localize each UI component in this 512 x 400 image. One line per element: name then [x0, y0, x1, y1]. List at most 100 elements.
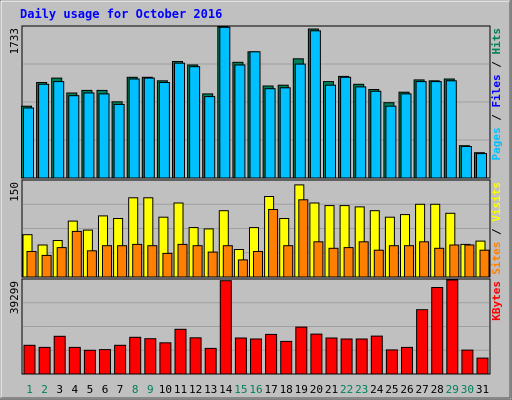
x-tick-label: 29	[446, 383, 459, 396]
bar-sites-day-17	[268, 209, 279, 278]
x-tick-label: 1	[26, 383, 33, 396]
bar-kbytes-day-7	[114, 344, 127, 375]
bar-kbytes-day-4	[68, 346, 81, 375]
x-tick-label: 26	[400, 383, 413, 396]
x-tick-label: 18	[280, 383, 293, 396]
panel-requests: 1733 Pages / Files / Hits	[8, 25, 503, 179]
legend-separator: /	[490, 222, 503, 242]
bar-kbytes-day-25	[385, 349, 398, 375]
bar-sites-day-22	[343, 247, 354, 278]
x-tick-label: 3	[56, 383, 63, 396]
bar-sites-day-24	[373, 249, 384, 278]
bar-kbytes-day-30	[461, 349, 474, 375]
bar-kbytes-day-13	[204, 347, 217, 375]
bar-sites-day-15	[237, 259, 248, 278]
bar-kbytes-day-15	[234, 337, 247, 375]
x-axis-day-labels: 1 2 3 4 5 6 7 8 9 10 11 12 13 14 15 16 17 18 19 20 21 22 23 24 2…	[26, 383, 489, 396]
bar-sites-day-3	[56, 247, 67, 278]
bar-kbytes-day-14	[219, 280, 232, 375]
bar-files-day-8	[128, 78, 140, 179]
bar-sites-day-21	[328, 247, 339, 278]
bar-kbytes-day-16	[250, 338, 262, 375]
bar-kbytes-day-5	[83, 349, 96, 375]
bar-sites-day-8	[132, 243, 143, 278]
bar-kbytes-day-26	[401, 346, 413, 375]
panel-visitors: 150 Sites / Visits	[8, 179, 503, 278]
bar-files-day-27	[415, 81, 427, 179]
bar-files-day-17	[264, 88, 276, 179]
x-tick-label: 22	[340, 383, 353, 396]
x-tick-label: 21	[325, 383, 338, 396]
bar-files-day-11	[174, 62, 185, 179]
bar-kbytes-day-29	[446, 279, 459, 375]
bar-sites-day-2	[41, 254, 52, 278]
x-tick-label: 14	[219, 383, 233, 396]
x-tick-label: 25	[385, 383, 398, 396]
bar-files-day-29	[445, 80, 457, 179]
bar-sites-day-12	[192, 245, 203, 278]
bar-kbytes-day-9	[144, 338, 157, 375]
x-tick-label: 19	[295, 383, 308, 396]
bar-kbytes-day-12	[189, 337, 202, 375]
bar-kbytes-day-11	[174, 328, 187, 375]
panel-requests-ymax-label: 1733	[8, 28, 21, 55]
x-tick-label: 13	[204, 383, 217, 396]
bar-files-day-23	[355, 86, 367, 179]
x-tick-label: 23	[355, 383, 368, 396]
x-tick-label: 6	[102, 383, 109, 396]
x-tick-label: 11	[174, 383, 187, 396]
bar-kbytes-day-23	[355, 338, 368, 375]
bar-kbytes-day-2	[38, 346, 51, 375]
legend-entry-sites: Sites	[490, 242, 503, 275]
bar-sites-day-1	[26, 251, 37, 278]
bar-kbytes-day-3	[53, 335, 66, 375]
bar-sites-day-11	[177, 243, 188, 278]
x-tick-label: 2	[41, 383, 48, 396]
bar-files-day-21	[325, 84, 336, 179]
bar-files-day-18	[279, 87, 291, 179]
x-tick-label: 9	[147, 383, 154, 396]
bar-sites-day-13	[207, 251, 218, 278]
bar-sites-day-27	[419, 241, 430, 278]
x-tick-label: 15	[234, 383, 247, 396]
bar-kbytes-day-28	[431, 287, 444, 375]
bar-files-day-26	[400, 93, 412, 179]
bar-kbytes-day-19	[295, 326, 308, 375]
bar-files-day-3	[53, 81, 65, 179]
bar-kbytes-day-27	[416, 309, 429, 375]
x-tick-label: 8	[132, 383, 139, 396]
panel-requests-legend: Pages / Files / Hits	[490, 28, 503, 161]
x-tick-label: 27	[415, 383, 428, 396]
legend-entry-visits: Visits	[490, 182, 503, 222]
legend-separator: /	[490, 55, 503, 75]
bar-kbytes-day-10	[159, 342, 172, 375]
bar-files-day-12	[189, 66, 201, 179]
bar-files-day-30	[460, 146, 472, 179]
x-tick-label: 20	[310, 383, 323, 396]
legend-separator: /	[490, 108, 503, 128]
bar-sites-day-23	[358, 241, 369, 278]
panel-kbytes-ymax-label: 39299	[8, 281, 21, 314]
bar-files-day-25	[385, 105, 397, 179]
x-tick-label: 16	[249, 383, 262, 396]
bar-files-day-5	[83, 92, 95, 179]
bar-files-day-13	[204, 96, 216, 179]
legend-entry-pages: Pages	[490, 127, 503, 160]
bar-files-day-15	[234, 64, 246, 179]
bar-sites-day-19	[298, 199, 309, 278]
bar-files-day-16	[249, 51, 261, 179]
legend-entry-kbytes: KBytes	[490, 281, 503, 321]
bar-files-day-24	[370, 90, 382, 179]
bar-files-day-4	[68, 95, 80, 179]
bar-sites-day-14	[222, 245, 233, 278]
bar-sites-day-5	[86, 250, 97, 278]
bar-sites-day-30	[464, 244, 475, 278]
bar-sites-day-4	[71, 230, 82, 278]
bar-files-day-28	[430, 81, 442, 179]
legend-entry-files: Files	[490, 74, 503, 107]
x-tick-label: 10	[159, 383, 172, 396]
bar-sites-day-20	[313, 241, 324, 278]
x-tick-label: 4	[71, 383, 78, 396]
bar-sites-day-25	[388, 245, 399, 278]
x-tick-label: 5	[87, 383, 94, 396]
